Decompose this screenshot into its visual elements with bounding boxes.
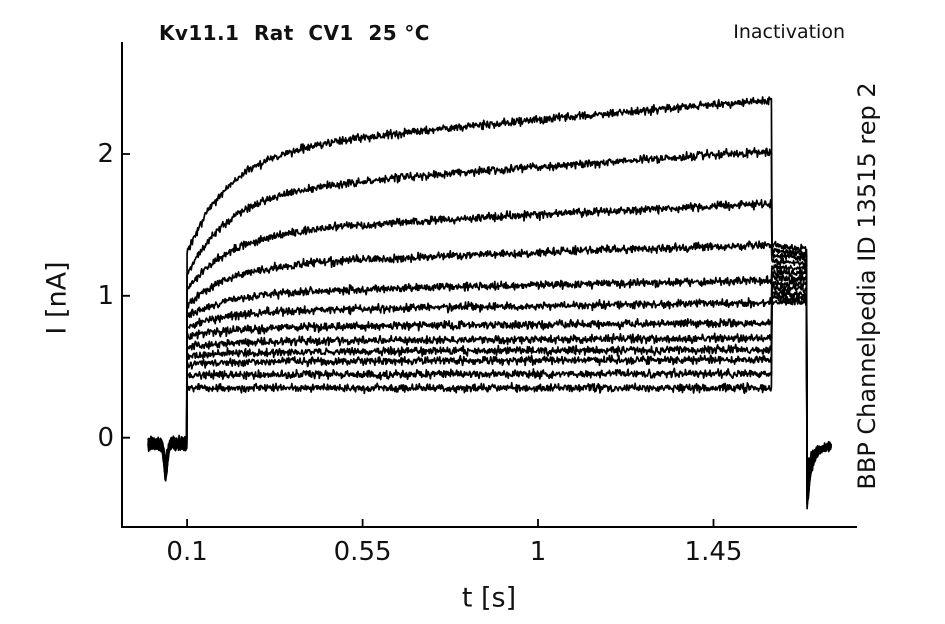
current-trace-06 <box>147 267 832 487</box>
y-axis-label: I [nA] <box>41 261 73 335</box>
current-trace-12 <box>147 297 832 510</box>
current-trace-11 <box>147 292 832 506</box>
current-trace-01 <box>147 96 832 469</box>
protocol-annotation: Inactivation <box>733 21 845 43</box>
chart-title: Kv11.1 Rat CV1 25 °C <box>159 21 430 45</box>
current-trace-05 <box>147 264 832 484</box>
x-axis-label: t [s] <box>461 582 517 614</box>
current-trace-10 <box>147 288 832 502</box>
y-tick-label-2: 2 <box>97 139 114 170</box>
x-tick-label-0.55: 0.55 <box>333 537 392 567</box>
current-trace-03 <box>147 198 832 476</box>
channelpedia-id-annotation: BBP Channelpedia ID 13515 rep 2 <box>853 82 881 490</box>
current-trace-07 <box>147 272 832 491</box>
x-tick-label-1: 1 <box>529 537 547 567</box>
y-tick-label-1: 1 <box>97 280 114 311</box>
x-tick-label-1.45: 1.45 <box>684 537 743 567</box>
current-trace-08 <box>147 279 832 495</box>
current-trace-04 <box>147 240 832 480</box>
tick-marks <box>122 153 715 527</box>
axes-spines <box>121 42 857 528</box>
y-tick-label-0: 0 <box>97 422 114 453</box>
current-trace-09 <box>147 282 832 499</box>
x-tick-label-0.1: 0.1 <box>166 537 208 567</box>
current-trace-02 <box>147 147 832 473</box>
